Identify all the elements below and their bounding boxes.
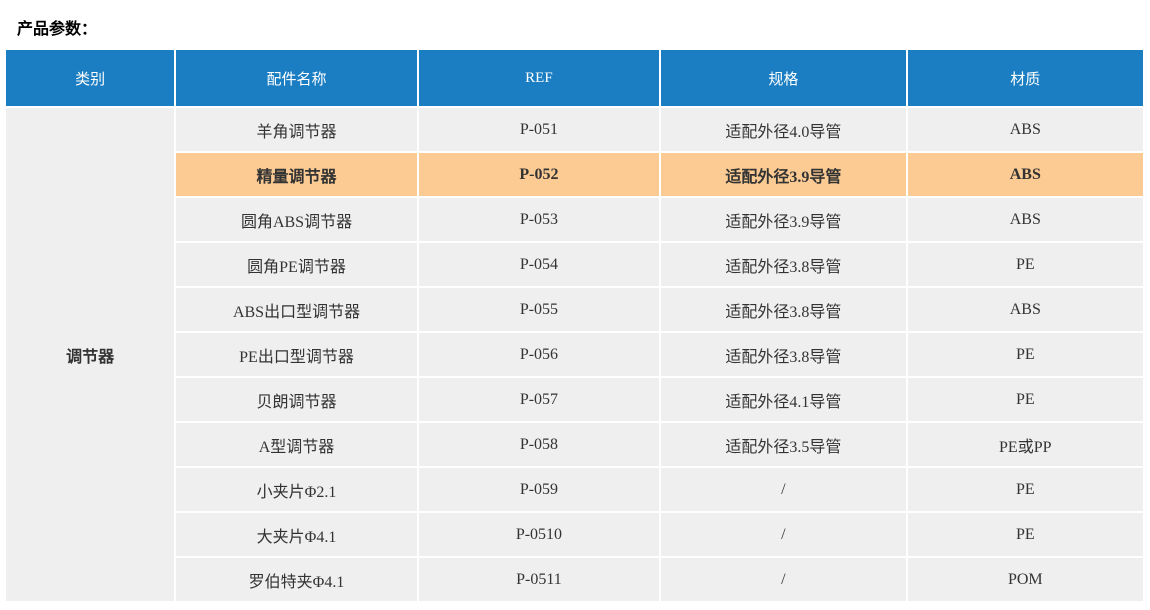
ref-cell: P-051 [418,108,660,151]
part-name-cell: 罗伯特夹Φ4.1 [176,558,417,601]
ref-cell: P-054 [418,243,660,286]
product-parameters-table: 类别 配件名称 REF 规格 材质 调节器 羊角调节器 P-051 适配外径4.0导管… [4,48,1145,603]
part-name-cell: 羊角调节器 [176,108,417,151]
part-name-cell: 贝朗调节器 [176,378,417,421]
part-name-cell: 小夹片Φ2.1 [176,468,417,511]
ref-cell: P-0511 [418,558,660,601]
table-row: 圆角ABS调节器 P-053 适配外径3.9导管 ABS [6,198,1143,241]
page-title: 产品参数： [17,21,98,38]
part-name-cell: 圆角PE调节器 [176,243,417,286]
spec-cell: 适配外径4.0导管 [661,108,906,151]
ref-cell: P-056 [418,333,660,376]
header-material: 材质 [907,50,1143,106]
material-cell: PE [907,243,1143,286]
material-cell: PE或PP [907,423,1143,466]
spec-cell: 适配外径3.9导管 [661,198,906,241]
header-ref: REF [418,50,660,106]
spec-cell: 适配外径3.8导管 [661,288,906,331]
header-part-name: 配件名称 [176,50,417,106]
table-row: 精量调节器 P-052 适配外径3.9导管 ABS [6,153,1143,196]
material-cell: PE [907,378,1143,421]
category-cell: 调节器 [6,108,175,601]
part-name-cell: A型调节器 [176,423,417,466]
table-row: A型调节器 P-058 适配外径3.5导管 PE或PP [6,423,1143,466]
table-row: ABS出口型调节器 P-055 适配外径3.8导管 ABS [6,288,1143,331]
page: 产品参数： 类别 配件名称 REF 规格 材质 调节器 羊角调节器 P-051 适配外… [0,15,1150,603]
part-name-cell: 精量调节器 [176,153,417,196]
table-row: 贝朗调节器 P-057 适配外径4.1导管 PE [6,378,1143,421]
spec-cell: 适配外径4.1导管 [661,378,906,421]
table-row: 罗伯特夹Φ4.1 P-0511/POM [6,558,1143,601]
spec-cell: 适配外径3.8导管 [661,333,906,376]
part-name-cell: 大夹片Φ4.1 [176,513,417,556]
spec-cell: 适配外径3.9导管 [661,153,906,196]
part-name-cell: PE出口型调节器 [176,333,417,376]
table-head: 类别 配件名称 REF 规格 材质 [6,50,1143,106]
header-category: 类别 [6,50,175,106]
material-cell: ABS [907,108,1143,151]
spec-cell: / [661,513,906,556]
spec-cell: / [661,558,906,601]
spec-cell: / [661,468,906,511]
material-cell: PE [907,333,1143,376]
table-row: 圆角PE调节器 P-054 适配外径3.8导管 PE [6,243,1143,286]
header-spec: 规格 [661,50,906,106]
ref-cell: P-057 [418,378,660,421]
spec-cell: 适配外径3.8导管 [661,243,906,286]
table-row: 小夹片Φ2.1 P-059/PE [6,468,1143,511]
table-row: 大夹片Φ4.1 P-0510/PE [6,513,1143,556]
ref-cell: P-052 [418,153,660,196]
ref-cell: P-058 [418,423,660,466]
spec-cell: 适配外径3.5导管 [661,423,906,466]
material-cell: ABS [907,153,1143,196]
ref-cell: P-055 [418,288,660,331]
table-body: 调节器 羊角调节器 P-051 适配外径4.0导管 ABS 精量调节器 P-052 适配外径3… [6,108,1143,601]
part-name-cell: ABS出口型调节器 [176,288,417,331]
table-row: PE出口型调节器 P-056 适配外径3.8导管 PE [6,333,1143,376]
table-row: 调节器 羊角调节器 P-051 适配外径4.0导管 ABS [6,108,1143,601]
material-cell: ABS [907,288,1143,331]
material-cell: PE [907,513,1143,556]
ref-cell: P-059 [418,468,660,511]
header-row: 类别 配件名称 REF 规格 材质 [6,50,1143,106]
ref-cell: P-053 [418,198,660,241]
material-cell: ABS [907,198,1143,241]
part-name-cell: 圆角ABS调节器 [176,198,417,241]
material-cell: POM [907,558,1143,601]
ref-cell: P-0510 [418,513,660,556]
material-cell: PE [907,468,1143,511]
